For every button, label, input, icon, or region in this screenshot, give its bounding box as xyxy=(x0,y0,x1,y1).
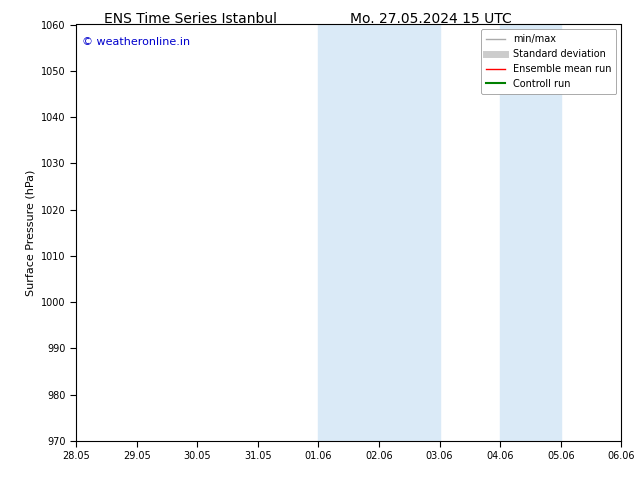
Y-axis label: Surface Pressure (hPa): Surface Pressure (hPa) xyxy=(25,170,36,296)
Legend: min/max, Standard deviation, Ensemble mean run, Controll run: min/max, Standard deviation, Ensemble me… xyxy=(481,29,616,94)
Text: ENS Time Series Istanbul: ENS Time Series Istanbul xyxy=(104,12,276,26)
Text: © weatheronline.in: © weatheronline.in xyxy=(82,37,190,47)
Bar xyxy=(318,24,439,441)
Bar xyxy=(500,24,560,441)
Text: Mo. 27.05.2024 15 UTC: Mo. 27.05.2024 15 UTC xyxy=(350,12,512,26)
